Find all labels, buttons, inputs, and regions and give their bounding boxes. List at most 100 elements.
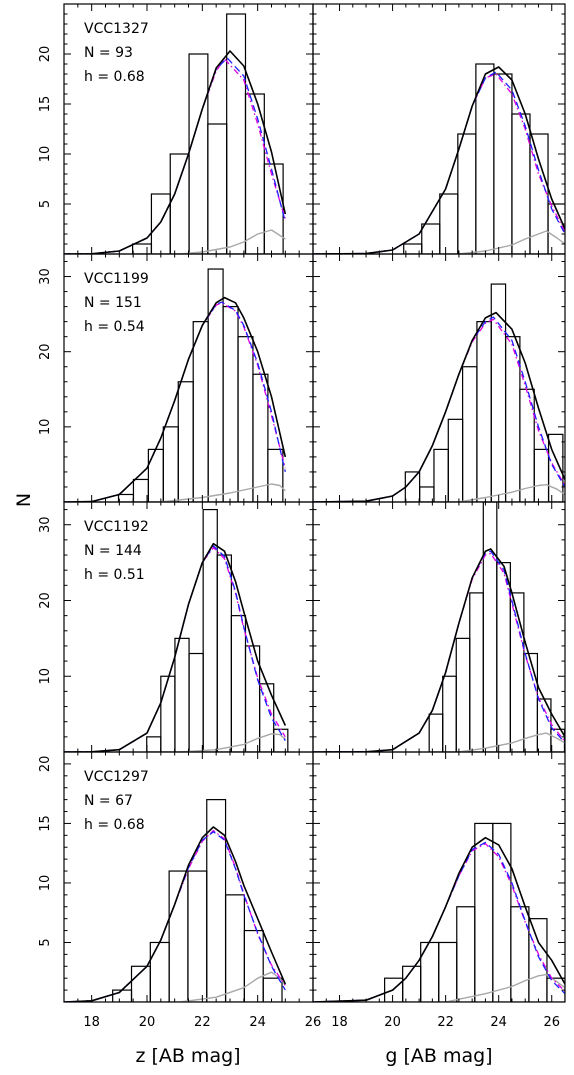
- total-fit-curve: [313, 548, 565, 752]
- histogram-bar: [263, 163, 284, 254]
- background-curve: [180, 229, 286, 254]
- magenta-dashdot-curve: [313, 73, 565, 254]
- panel-annotation: VCC1192: [84, 519, 149, 535]
- x-tick-label: 24: [490, 1015, 507, 1030]
- histogram-bar: [402, 965, 422, 1002]
- magenta-dashdot-curve: [313, 318, 565, 502]
- histogram-bar: [169, 153, 190, 254]
- histogram-bar: [187, 870, 208, 1002]
- x-tick-label: 20: [384, 1015, 401, 1030]
- background-curve: [458, 484, 565, 502]
- total-fit-curve: [313, 836, 565, 1002]
- histogram-bar: [419, 486, 435, 502]
- histogram-bar: [455, 637, 471, 752]
- x-tick-label: 26: [305, 1015, 322, 1030]
- total-fit-curve: [64, 542, 287, 752]
- x-tick-label: 26: [543, 1015, 560, 1030]
- panel-annotation: h = 0.68: [84, 817, 145, 833]
- histogram-bar: [421, 223, 441, 254]
- panel-VCC1297-g: 18 20 22 24 26: [312, 751, 566, 1030]
- y-tick-label: 5: [38, 200, 53, 208]
- panel-VCC1192-g: [312, 501, 566, 753]
- histogram-bar: [547, 433, 564, 502]
- histogram-bar: [457, 133, 477, 254]
- total-fit-curve: [313, 311, 565, 502]
- histogram-bar: [433, 448, 449, 502]
- histogram-bar: [230, 615, 247, 752]
- histogram-bar: [438, 941, 458, 1002]
- panel-VCC1327-z: 5 10 15 20 VCC1327 N = 93 h = 0.68: [38, 3, 314, 255]
- histogram-bar: [262, 977, 283, 1002]
- panel-frame: [312, 253, 566, 503]
- panel-VCC1199-z: 10 20 30 VCC1199 N = 151 h = 0.54: [38, 253, 314, 503]
- y-tick-label: 20: [38, 343, 53, 360]
- histogram-bar: [476, 321, 492, 502]
- background-curve: [458, 732, 565, 752]
- histogram-bar: [267, 448, 284, 502]
- histogram-bar: [439, 193, 459, 254]
- histogram-bar: [237, 336, 254, 502]
- histogram-bar: [132, 243, 153, 254]
- histogram-bar: [226, 13, 247, 254]
- y-tick-label: 20: [38, 46, 53, 63]
- histogram-bar: [519, 388, 535, 502]
- total-fit-curve: [64, 826, 287, 1002]
- histogram-bar: [428, 713, 444, 752]
- panel-annotation: N = 151: [84, 295, 142, 311]
- histogram-bar: [222, 306, 239, 502]
- background-curve: [445, 973, 565, 1002]
- background-curve: [458, 230, 565, 254]
- x-axis-title-right: g [AB mag]: [385, 1045, 492, 1067]
- y-tick-label: 15: [38, 96, 53, 113]
- panel-annotation: N = 93: [84, 45, 133, 61]
- panel-frame: [312, 3, 566, 255]
- histogram-bar: [174, 637, 190, 752]
- histogram-bar: [224, 894, 245, 1002]
- y-tick-label: 5: [38, 938, 53, 946]
- background-curve: [180, 733, 286, 752]
- blue-dashed-curve: [313, 71, 565, 254]
- total-fit-curve: [313, 66, 565, 254]
- histogram-bar: [493, 73, 513, 254]
- histogram-bar: [482, 502, 498, 752]
- panel-frame: [63, 253, 314, 503]
- histogram-bar: [404, 471, 421, 502]
- panel-VCC1192-z: 10 20 30 VCC1192 N = 144 h = 0.51: [38, 501, 314, 753]
- y-axis-title: N: [13, 493, 35, 507]
- x-tick-label: 22: [194, 1015, 211, 1030]
- histogram-bar: [162, 426, 179, 502]
- histogram-bar: [529, 133, 549, 254]
- histogram-bar: [474, 822, 494, 1002]
- x-tick-label: 24: [249, 1015, 266, 1030]
- panel-annotation: VCC1327: [84, 21, 149, 37]
- panel-annotation: N = 67: [84, 793, 133, 809]
- histogram-bar: [146, 736, 162, 752]
- magenta-dashdot-curve: [313, 552, 565, 752]
- histogram-bar: [188, 53, 209, 254]
- histogram-bar: [168, 870, 189, 1002]
- histogram-bar: [462, 366, 478, 502]
- histogram-bar: [150, 193, 171, 254]
- panel-frame: [312, 751, 566, 1003]
- panel-VCC1297-z: 5 10 15 20 18 20 22 24 26 VCC1297 N = 67 h = 0.68: [38, 751, 322, 1030]
- histogram-bar: [202, 508, 218, 752]
- histogram-bar: [207, 123, 228, 254]
- histogram-bar: [447, 418, 464, 502]
- y-tick-label: 10: [38, 668, 53, 685]
- x-axis-title-left: z [AB mag]: [135, 1045, 240, 1067]
- panel-annotation: h = 0.51: [84, 567, 145, 583]
- y-tick-label: 30: [38, 268, 53, 285]
- histogram-bar: [188, 652, 204, 752]
- background-curve: [180, 971, 286, 1002]
- histogram-bar: [469, 592, 484, 752]
- histogram-bar: [456, 906, 476, 1002]
- histogram-bar: [547, 203, 565, 254]
- histogram-bar: [528, 918, 548, 1002]
- y-tick-label: 10: [38, 419, 53, 436]
- histogram-bar: [147, 448, 164, 502]
- panel-annotation: VCC1297: [84, 769, 149, 785]
- panel-annotation: h = 0.68: [84, 69, 145, 85]
- panel-VCC1199-g: [312, 253, 566, 503]
- histogram-bar: [192, 321, 209, 502]
